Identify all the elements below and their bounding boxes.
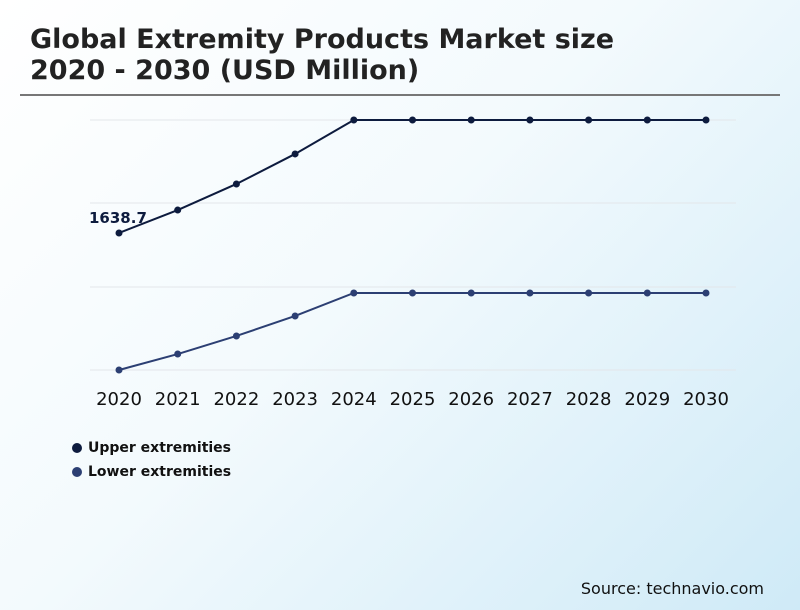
x-tick-label: 2023 (272, 389, 318, 410)
legend: Upper extremities Lower extremities (72, 436, 231, 484)
data-point (232, 180, 240, 188)
data-point (291, 150, 299, 158)
title-divider (20, 94, 780, 96)
x-tick-label: 2028 (566, 389, 612, 410)
data-point (526, 289, 534, 297)
data-point (643, 116, 651, 124)
data-point (291, 312, 299, 320)
source-label: Source: technavio.com (580, 579, 764, 598)
data-point (115, 229, 123, 237)
legend-item: Lower extremities (72, 460, 231, 484)
data-point (702, 289, 710, 297)
legend-marker (72, 467, 82, 477)
data-point (585, 289, 593, 297)
data-point (467, 116, 475, 124)
x-tick-label: 2022 (213, 389, 259, 410)
data-point (585, 116, 593, 124)
x-tick-label: 2026 (448, 389, 494, 410)
legend-marker (72, 443, 82, 453)
title-line-1: Global Extremity Products Market size (30, 24, 615, 55)
data-label: 1638.7 (89, 209, 147, 227)
data-point (526, 116, 534, 124)
legend-label: Upper extremities (88, 440, 232, 456)
series-line-0 (118, 119, 706, 234)
x-tick-label: 2029 (624, 389, 670, 410)
data-point (115, 366, 123, 374)
x-tick-label: 2020 (96, 389, 142, 410)
x-tick-label: 2030 (683, 389, 729, 410)
series-line-1 (118, 291, 706, 371)
x-tick-label: 2024 (331, 389, 377, 410)
data-point (467, 289, 475, 297)
x-tick-label: 2027 (507, 389, 553, 410)
data-point (409, 116, 416, 124)
legend-item: Upper extremities (72, 436, 231, 460)
chart-title: Global Extremity Products Market size 20… (30, 24, 614, 86)
data-point (350, 289, 358, 297)
x-tick-label: 2021 (155, 389, 201, 410)
title-line-2: 2020 - 2030 (USD Million) (30, 55, 420, 86)
data-point (232, 332, 240, 340)
data-point (174, 350, 182, 358)
x-tick-label: 2025 (390, 389, 436, 410)
data-point (409, 289, 416, 297)
data-point (702, 116, 710, 124)
legend-label: Lower extremities (88, 464, 232, 480)
data-point (643, 289, 651, 297)
data-point (350, 116, 358, 124)
data-point (174, 206, 182, 214)
